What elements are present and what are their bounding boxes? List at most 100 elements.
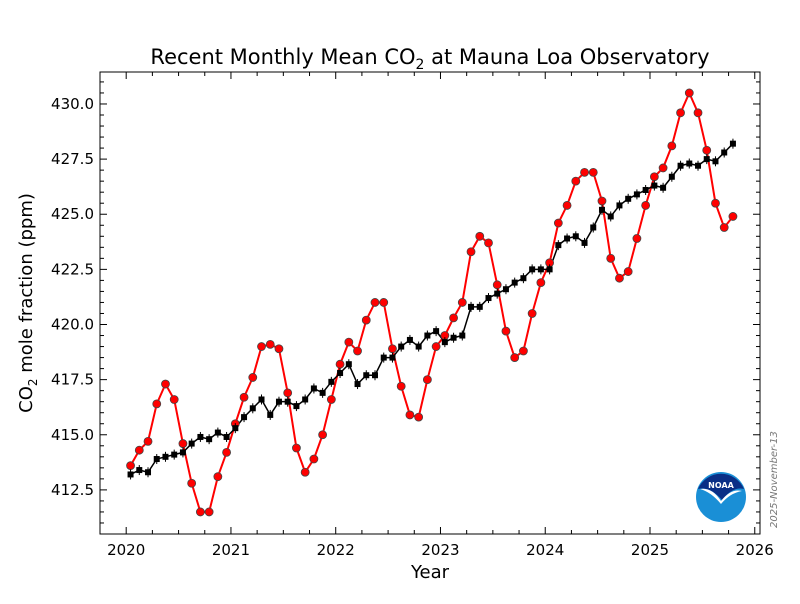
monthly-mean-point <box>658 163 668 173</box>
trend-point <box>302 396 309 403</box>
monthly-mean-point <box>632 234 642 243</box>
y-tick-label: 427.5 <box>51 150 94 168</box>
trend-point <box>354 381 361 388</box>
x-tick-label: 2022 <box>317 541 355 559</box>
trend-point <box>616 202 623 209</box>
monthly-mean-point <box>161 379 170 389</box>
trend-point <box>625 195 632 202</box>
monthly-mean-point <box>344 337 354 347</box>
monthly-mean-point <box>527 309 537 318</box>
trend-point <box>581 239 588 246</box>
axis-ticks: 2020 2021 2022 2023 2024 2025 2026 412.5 415.0 41… <box>51 72 774 559</box>
trend-point <box>529 266 536 273</box>
plot-frame <box>99 71 761 535</box>
trend-point <box>153 456 160 463</box>
trend-point <box>310 385 317 392</box>
y-tick-label: 422.5 <box>51 260 94 278</box>
monthly-mean-point <box>492 280 502 290</box>
monthly-mean-point <box>449 313 458 323</box>
series-lines <box>129 90 734 513</box>
monthly-mean-point <box>370 298 380 307</box>
monthly-mean-point <box>615 273 624 283</box>
trend-point <box>686 160 693 167</box>
monthly-mean-point <box>519 346 528 356</box>
monthly-mean-point <box>422 375 432 385</box>
series-markers <box>126 88 738 517</box>
monthly-mean-point <box>484 238 493 248</box>
trend-point <box>415 343 422 350</box>
monthly-mean-point <box>213 472 223 482</box>
trend-point <box>721 149 728 156</box>
svg-text:NOAA: NOAA <box>708 481 734 490</box>
monthly-mean-point <box>274 344 284 354</box>
monthly-mean-point <box>475 231 485 241</box>
trend-point <box>136 467 143 474</box>
monthly-mean-point <box>606 253 616 263</box>
monthly-mean-point <box>684 88 694 98</box>
y-tick-label: 417.5 <box>51 371 94 389</box>
trend-point <box>459 332 466 339</box>
trend-point <box>703 156 710 163</box>
monthly-mean-point <box>667 141 677 151</box>
monthly-mean-point <box>309 454 319 464</box>
monthly-mean-point <box>204 507 214 517</box>
trend-point <box>468 303 475 310</box>
monthly-mean-point <box>178 439 188 448</box>
monthly-mean-point <box>126 461 135 471</box>
trend-point <box>127 471 134 478</box>
trend-point <box>450 334 457 341</box>
monthly-mean-point <box>248 373 258 382</box>
trend-point <box>249 405 256 412</box>
trend-point <box>441 339 448 346</box>
x-tick-label: 2026 <box>736 541 774 559</box>
monthly-mean-point <box>711 198 720 208</box>
monthly-mean-point <box>152 399 162 409</box>
x-tick-label: 2023 <box>421 541 459 559</box>
trend-point <box>633 191 640 198</box>
trend-point <box>162 453 169 460</box>
monthly-mean-point <box>676 108 685 118</box>
series-line-0 <box>129 90 734 513</box>
trend-point <box>328 378 335 385</box>
monthly-mean-point <box>466 247 476 257</box>
trend-point <box>241 414 248 421</box>
trend-point <box>607 213 614 220</box>
trend-point <box>345 361 352 368</box>
monthly-mean-point <box>623 267 633 276</box>
trend-point <box>171 451 178 458</box>
monthly-mean-point <box>457 298 467 307</box>
trend-point <box>179 449 186 456</box>
trend-point <box>476 303 483 310</box>
monthly-mean-point <box>265 339 275 349</box>
trend-point <box>275 398 282 405</box>
trend-point <box>572 233 579 240</box>
trend-point <box>590 224 597 231</box>
monthly-mean-point <box>239 392 249 402</box>
y-tick-label: 430.0 <box>51 95 94 113</box>
trend-point <box>424 332 431 339</box>
y-tick-label: 415.0 <box>51 426 94 444</box>
monthly-mean-point <box>405 410 415 420</box>
monthly-mean-point <box>693 108 703 118</box>
monthly-mean-point <box>143 436 153 446</box>
trend-point <box>729 140 736 147</box>
trend-point <box>642 186 649 193</box>
trend-point <box>398 343 405 350</box>
trend-point <box>564 235 571 242</box>
monthly-mean-point <box>702 145 712 155</box>
monthly-mean-point <box>353 346 362 356</box>
trend-point <box>546 266 553 273</box>
monthly-mean-point <box>257 342 266 351</box>
x-tick-label: 2025 <box>631 541 669 559</box>
trend-point <box>433 328 440 335</box>
trend-point <box>337 370 344 377</box>
trend-point <box>267 411 274 418</box>
monthly-mean-point <box>300 467 310 477</box>
trend-point <box>406 336 413 343</box>
monthly-mean-point <box>641 201 651 210</box>
trend-point <box>555 242 562 249</box>
trend-point <box>677 162 684 169</box>
monthly-mean-point <box>396 381 406 391</box>
x-axis-label: Year <box>410 562 450 583</box>
